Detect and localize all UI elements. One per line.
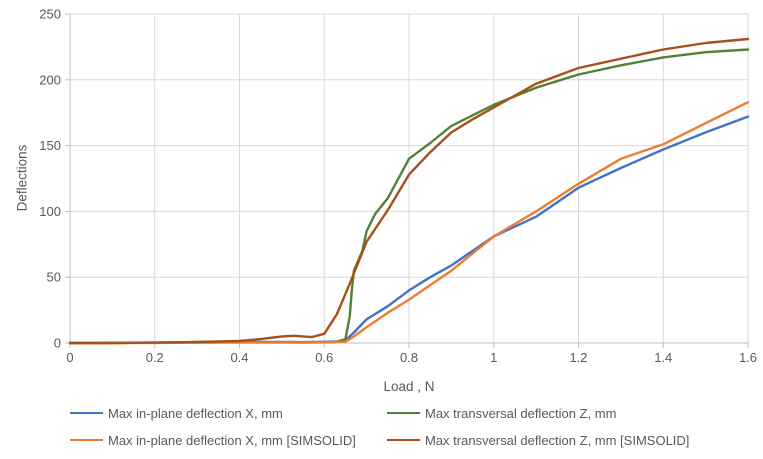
x-tick-label: 1.4 bbox=[654, 350, 672, 365]
y-tick-label: 50 bbox=[47, 270, 61, 285]
series-line-3[interactable] bbox=[68, 37, 750, 345]
legend-label: Max in-plane deflection X, mm [SIMSOLID] bbox=[108, 432, 356, 448]
legend-line-swatch bbox=[70, 412, 103, 414]
x-tick-label: 0.4 bbox=[230, 350, 248, 365]
y-tick-label: 150 bbox=[39, 138, 61, 153]
legend-label: Max in-plane deflection X, mm bbox=[108, 405, 283, 421]
legend-item-transversal-z-simsolid[interactable]: Max transversal deflection Z, mm [SIMSOL… bbox=[387, 432, 690, 448]
x-tick-label: 0.8 bbox=[400, 350, 418, 365]
legend-line-swatch bbox=[387, 439, 420, 441]
y-axis-title: Deflections bbox=[14, 144, 30, 212]
x-tick-label: 0.6 bbox=[315, 350, 333, 365]
y-tick-label: 200 bbox=[39, 72, 61, 87]
legend-item-transversal-z[interactable]: Max transversal deflection Z, mm bbox=[387, 405, 617, 421]
legend-item-in-plane-x-simsolid[interactable]: Max in-plane deflection X, mm [SIMSOLID] bbox=[70, 432, 356, 448]
x-tick-label: 1.6 bbox=[739, 350, 757, 365]
y-tick-label: 250 bbox=[39, 7, 61, 22]
legend-line-swatch bbox=[70, 439, 103, 441]
legend-label: Max transversal deflection Z, mm [SIMSOL… bbox=[425, 432, 690, 448]
x-tick-label: 0 bbox=[66, 350, 73, 365]
x-tick-label: 1.2 bbox=[569, 350, 587, 365]
x-tick-label: 0.2 bbox=[146, 350, 164, 365]
legend-label: Max transversal deflection Z, mm bbox=[425, 405, 617, 421]
x-axis-title: Load , N bbox=[383, 379, 435, 394]
x-tick-label: 1 bbox=[490, 350, 497, 365]
legend-item-in-plane-x[interactable]: Max in-plane deflection X, mm bbox=[70, 405, 283, 421]
y-tick-label: 0 bbox=[54, 336, 61, 351]
y-tick-label: 100 bbox=[39, 204, 61, 219]
chart-plot-area: 0 0.2 0.4 0.6 0.8 1 1.2 1.4 1.6 0 50 100 150 200 250 bbox=[39, 7, 757, 366]
legend-line-swatch bbox=[387, 412, 420, 414]
